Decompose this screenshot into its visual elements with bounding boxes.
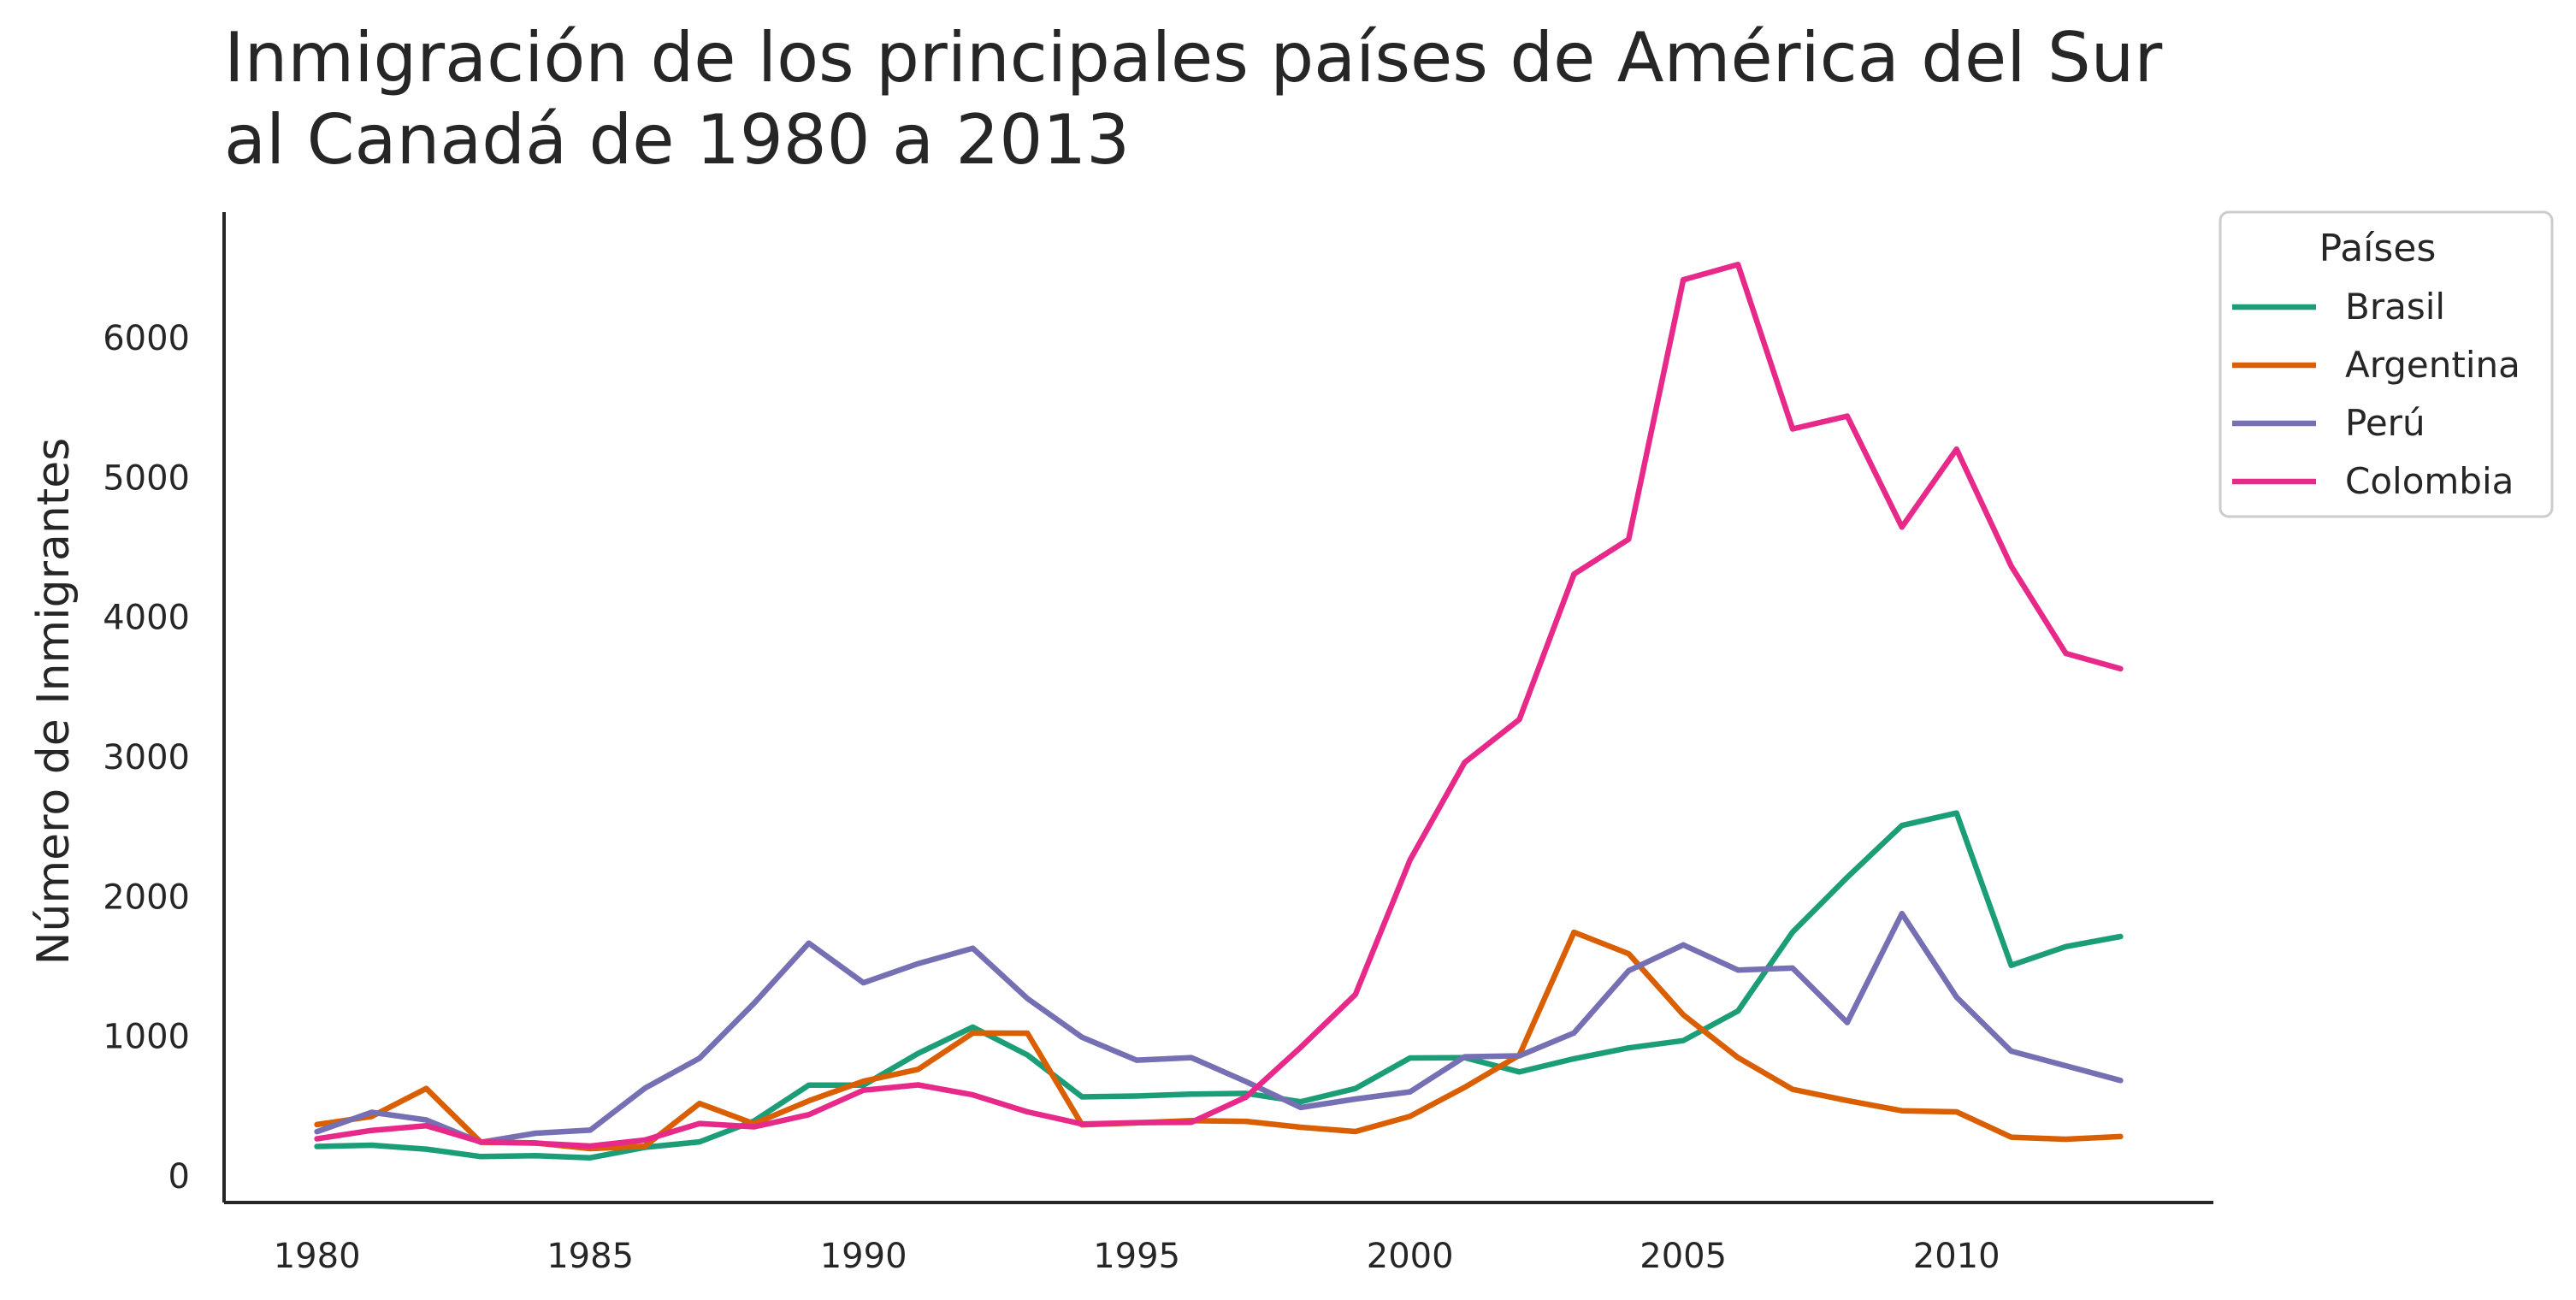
x-tick-label: 1990	[820, 1237, 907, 1276]
legend-label-colombia: Colombia	[2345, 460, 2514, 502]
y-tick-label: 2000	[103, 878, 190, 917]
x-tick-label: 2005	[1640, 1237, 1727, 1276]
y-tick-label: 5000	[103, 458, 190, 498]
x-tick-label: 1980	[274, 1237, 361, 1276]
x-tick-label: 2000	[1367, 1237, 1454, 1276]
series-line-brasil	[314, 810, 2124, 1161]
y-tick-label: 4000	[103, 599, 190, 638]
legend-box	[2219, 210, 2554, 518]
y-tick-label: 6000	[103, 319, 190, 358]
x-tick-label: 2010	[1913, 1237, 2000, 1276]
legend-label-argentina: Argentina	[2345, 344, 2520, 386]
y-axis-title: Número de Inmigrantes	[28, 438, 80, 966]
series-line-argentina	[314, 929, 2124, 1152]
legend-label-perú: Perú	[2345, 402, 2425, 444]
x-tick-label: 1995	[1093, 1237, 1180, 1276]
x-tick-label: 1985	[547, 1237, 634, 1276]
y-tick-label: 0	[168, 1157, 190, 1197]
chart-title-line-1: Inmigración de los principales países de…	[224, 18, 2163, 98]
y-tick-label: 3000	[103, 738, 190, 777]
chart-title-line-2: al Canadá de 1980 a 2013	[224, 100, 1131, 180]
legend-label-brasil: Brasil	[2345, 286, 2445, 328]
y-tick-label: 1000	[103, 1018, 190, 1057]
chart-title: Inmigración de los principales países de…	[224, 17, 2362, 181]
series-line-colombia	[314, 261, 2124, 1149]
axes: 1980 1985 1990 1995 2000 2005 2010 0 1000 2000 300…	[103, 212, 2213, 1276]
series-lines	[314, 261, 2124, 1161]
legend-title: Países	[2319, 227, 2437, 270]
series-line-perú	[314, 910, 2124, 1145]
legend: Países Brasil Argentina Perú Colombia	[2219, 210, 2554, 518]
